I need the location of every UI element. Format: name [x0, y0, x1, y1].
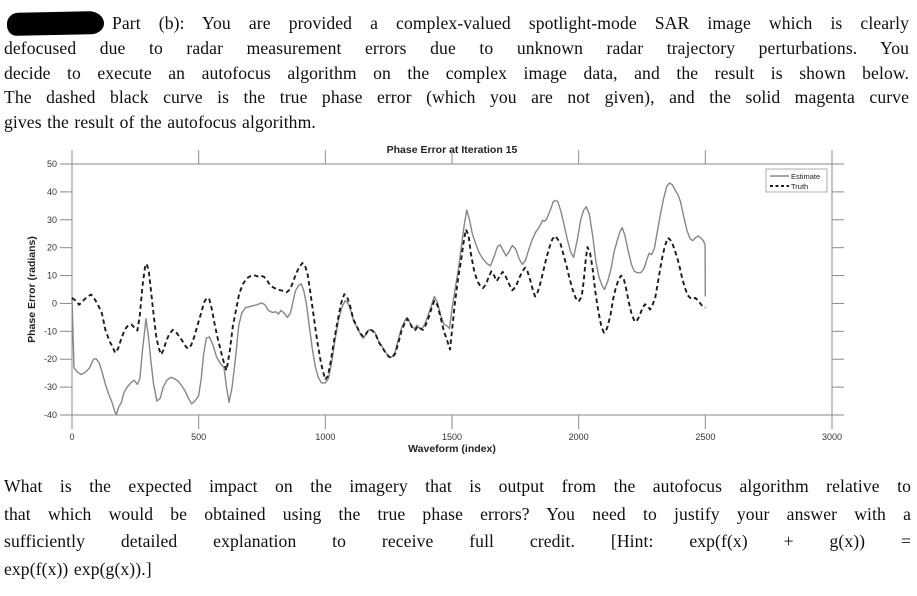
- x-tick-label: 2000: [569, 432, 589, 442]
- intro-paragraph: Part (b): You are provided a complex-val…: [4, 0, 909, 135]
- question-paragraph: What is the expected impact on the image…: [4, 473, 911, 583]
- paragraph-line: decide to execute an autofocus algorithm…: [4, 62, 909, 83]
- paragraph-line: gives the result of the autofocus algori…: [4, 112, 316, 133]
- legend-label-estimate: Estimate: [791, 172, 820, 181]
- y-tick-label: 0: [52, 298, 57, 308]
- truth-curve: [71, 228, 706, 381]
- y-tick-label: 10: [47, 271, 57, 281]
- paragraph-line: sufficiently detailed explanation to rec…: [4, 531, 911, 552]
- paragraph-line: Part (b): You are provided a complex-val…: [4, 10, 909, 36]
- x-tick-label: 3000: [822, 432, 842, 442]
- x-tick-label: 1500: [442, 432, 462, 442]
- paragraph-line-text: Part (b): You are provided a complex-val…: [112, 13, 909, 33]
- x-tick-label: 2500: [695, 432, 715, 442]
- y-axis-label: Phase Error (radians): [26, 236, 38, 343]
- y-tick-label: 50: [47, 159, 57, 169]
- paragraph-line: that which would be obtained using the t…: [4, 503, 911, 524]
- x-tick-label: 500: [191, 432, 206, 442]
- phase-error-chart: Phase Error at Iteration 15 Waveform (in…: [0, 136, 917, 466]
- y-tick-label: -40: [44, 410, 57, 420]
- chart-canvas: Phase Error at Iteration 15 Waveform (in…: [26, 144, 844, 455]
- redaction-mark: [6, 10, 105, 36]
- paragraph-line: The dashed black curve is the true phase…: [4, 87, 909, 108]
- axis-ticks: 0 500 1000 1500 2000 2500 3000 -40 -30 -20 -10 0 10 2…: [44, 149, 844, 442]
- paragraph-line: defocused due to radar measurement error…: [4, 37, 909, 58]
- y-tick-label: 20: [47, 243, 57, 253]
- plot-area: [71, 163, 833, 416]
- x-axis-label: Waveform (index): [408, 443, 496, 455]
- y-tick-label: 30: [47, 215, 57, 225]
- y-tick-label: 40: [47, 187, 57, 197]
- paragraph-line: What is the expected impact on the image…: [4, 475, 911, 496]
- y-tick-label: -20: [44, 354, 57, 364]
- estimate-curve: [71, 182, 706, 416]
- y-tick-label: -30: [44, 382, 57, 392]
- paragraph-line: exp(f(x)) exp(g(x)).]: [4, 558, 152, 579]
- x-tick-label: 1000: [315, 432, 335, 442]
- data-curves: [71, 182, 706, 416]
- y-tick-label: -10: [44, 326, 57, 336]
- x-tick-label: 0: [69, 432, 74, 442]
- legend-label-truth: Truth: [791, 182, 808, 191]
